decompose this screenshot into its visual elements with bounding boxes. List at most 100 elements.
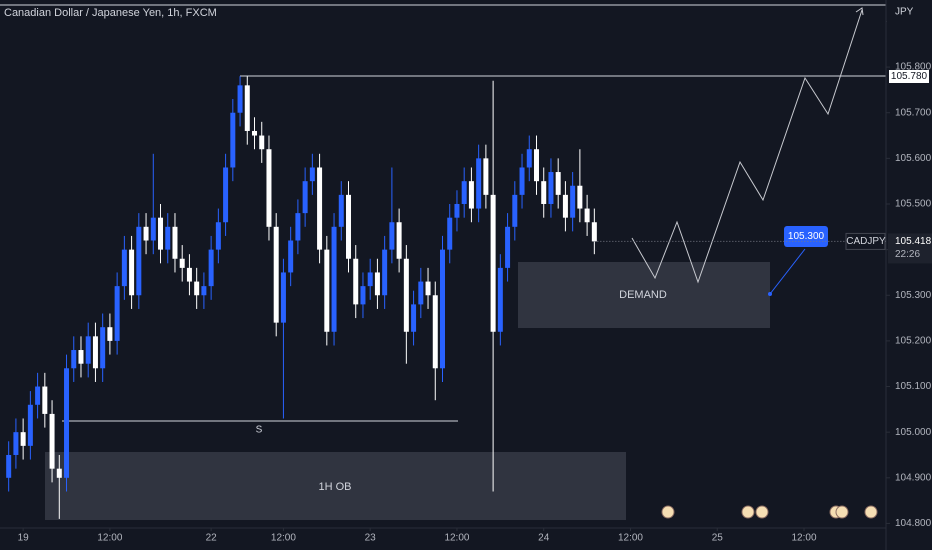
x-tick-label: 12:00 (97, 533, 122, 544)
candle-body (367, 272, 373, 287)
candle-body (143, 226, 149, 241)
candle-body (121, 249, 127, 287)
candle-body (6, 454, 12, 478)
event-icon[interactable] (755, 505, 769, 519)
target-line (769, 248, 806, 295)
candle-body (100, 327, 106, 369)
target-label: 105.300 (788, 231, 825, 242)
candle-body (194, 281, 200, 296)
candle-body (555, 172, 561, 195)
candle-body (252, 130, 258, 136)
event-icon[interactable] (864, 505, 878, 519)
price-tag-label: 105.418 (895, 236, 932, 247)
candle-body (461, 181, 467, 204)
candle-body (309, 167, 315, 182)
x-tick-label: 19 (18, 533, 30, 544)
candle-body (497, 267, 503, 332)
candle-body (324, 249, 330, 332)
candle-body (223, 167, 229, 223)
candle-body (584, 208, 590, 223)
chart-title: Canadian Dollar / Japanese Yen, 1h, FXCM (4, 7, 217, 19)
candle-body (512, 194, 518, 227)
candle-body (129, 249, 135, 296)
currency-box (887, 2, 932, 30)
ticker-box (845, 232, 886, 250)
candle-body (425, 281, 431, 296)
y-tick-label: 105.500 (895, 199, 932, 210)
candle-body (85, 336, 91, 364)
price-tag (888, 233, 932, 264)
x-tick-label: 12:00 (271, 533, 296, 544)
target-dot (768, 292, 772, 296)
candle-body (280, 272, 286, 323)
candle-body (411, 304, 417, 332)
candle-body (136, 226, 142, 296)
level-tag (889, 70, 929, 83)
candle-body (483, 158, 489, 195)
x-tick-label: 12:00 (792, 533, 817, 544)
x-tick-label: 12:00 (444, 533, 469, 544)
projection-path (631, 9, 863, 284)
candle-body (35, 386, 41, 405)
order-block-zone (45, 452, 626, 520)
ticker-label: CADJPY (846, 236, 886, 247)
order-block-label: 1H OB (318, 481, 351, 493)
candle-body (360, 286, 366, 305)
candle-body (13, 432, 19, 455)
candle-body (201, 286, 207, 296)
candle-body (353, 258, 359, 305)
candle-body (158, 217, 164, 250)
candle-body (107, 327, 113, 341)
candle-body (288, 240, 294, 273)
candle-body (505, 226, 511, 268)
y-tick-label: 105.800 (895, 62, 932, 73)
candle-body (440, 249, 445, 369)
y-tick-label: 105.000 (895, 427, 932, 438)
x-tick-label: 24 (538, 533, 550, 544)
candle-body (244, 85, 250, 131)
candle-body (186, 267, 192, 282)
y-tick-label: 105.100 (895, 381, 932, 392)
candle-body (92, 336, 98, 369)
y-tick-label: 105.200 (895, 336, 932, 347)
candle-body (331, 226, 337, 332)
demand-label: DEMAND (619, 289, 667, 301)
candle-body (273, 226, 279, 323)
candle-body (27, 404, 33, 446)
y-tick-label: 104.900 (895, 472, 932, 483)
candle-body (42, 386, 48, 414)
candle-body (570, 185, 576, 218)
countdown-label: 22:26 (895, 249, 920, 260)
event-icon[interactable] (741, 505, 755, 519)
candle-body (519, 167, 525, 195)
candle-body (266, 149, 272, 227)
candle-body (403, 258, 409, 332)
event-icon[interactable] (661, 505, 675, 519)
events (661, 505, 878, 519)
candle-body (237, 85, 243, 113)
candle-body (20, 432, 26, 446)
candle-body (490, 194, 496, 332)
candle-body (230, 112, 236, 168)
candle-body (541, 181, 547, 204)
candle-body (468, 181, 474, 209)
candle-body (548, 172, 554, 204)
candle-body (447, 217, 453, 250)
y-tick-label: 105.300 (895, 290, 932, 301)
projection-arrow (855, 7, 864, 16)
candle-body (418, 281, 424, 305)
candle-body (382, 249, 388, 296)
event-icon[interactable] (835, 505, 849, 519)
candle-body (172, 226, 178, 259)
candle-body (259, 135, 265, 150)
currency-label: JPY (895, 7, 914, 18)
y-tick-label: 105.700 (895, 107, 932, 118)
y-tick-label: 105.600 (895, 153, 932, 164)
candle-body (396, 222, 402, 259)
candle-body (215, 222, 221, 250)
candle-body (562, 194, 568, 218)
candle-body (454, 203, 460, 218)
demand-zone (518, 262, 770, 328)
candle-body (150, 217, 156, 241)
